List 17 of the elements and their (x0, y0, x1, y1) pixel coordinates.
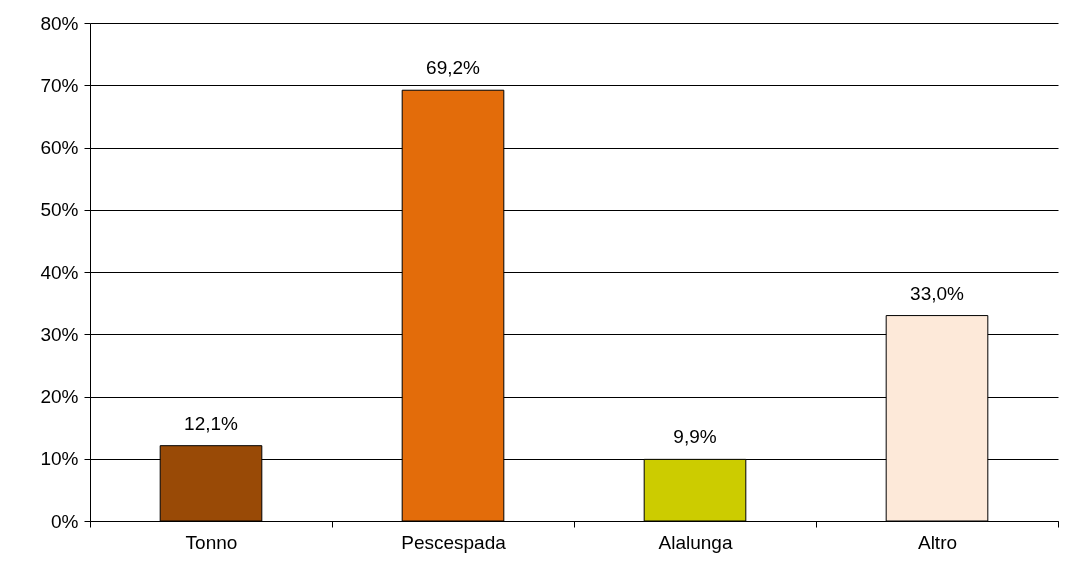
y-tick-label: 0% (51, 510, 79, 532)
y-tick-label: 40% (40, 261, 79, 283)
x-tick-label: Pescespada (401, 531, 507, 553)
y-tick-label: 20% (40, 386, 79, 407)
y-tick-label: 30% (40, 323, 79, 345)
y-tick-label: 10% (40, 448, 79, 470)
y-tick-label: 60% (40, 137, 79, 158)
data-label: 33,0% (910, 282, 965, 304)
data-label: 69,2% (426, 57, 481, 79)
y-tick-label: 70% (40, 74, 79, 96)
y-tick-label: 80% (40, 12, 79, 34)
data-label: 9,9% (673, 426, 717, 448)
x-tick-label: Altro (917, 531, 958, 553)
x-tick-label: Alalunga (658, 531, 733, 553)
x-tick-label: Tonno (185, 531, 238, 553)
y-tick-label: 50% (40, 199, 79, 221)
data-label: 12,1% (184, 412, 239, 434)
